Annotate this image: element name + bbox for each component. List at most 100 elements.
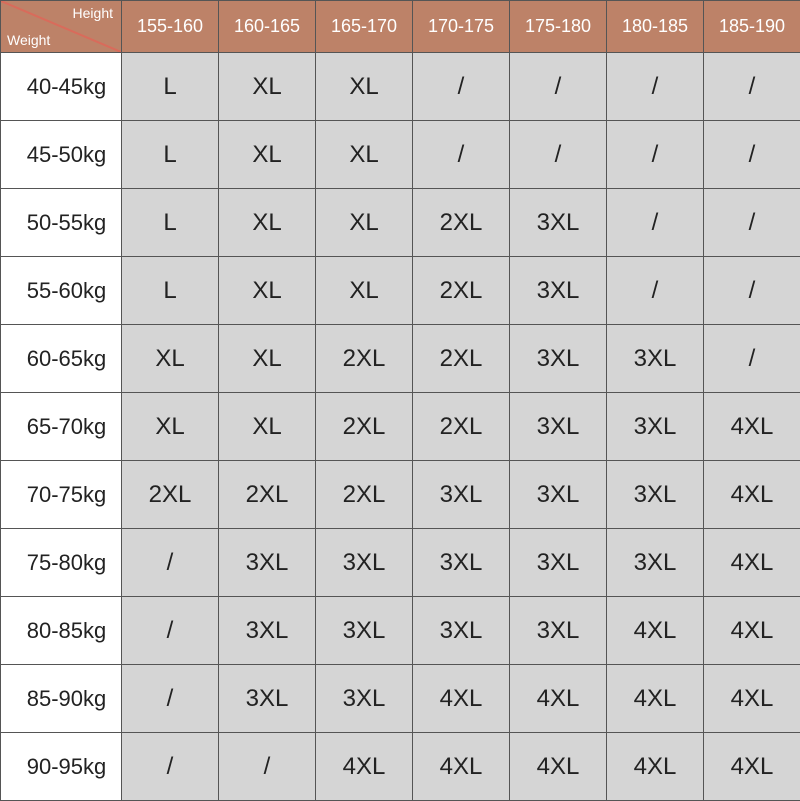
size-cell: XL [219,121,316,189]
row-header: 55-60kg [1,257,122,325]
size-cell: 3XL [219,665,316,733]
size-cell: 3XL [510,325,607,393]
table-row: 60-65kg XL XL 2XL 2XL 3XL 3XL / [1,325,800,393]
row-header: 70-75kg [1,461,122,529]
size-cell: 3XL [413,597,510,665]
row-header: 80-85kg [1,597,122,665]
size-cell: / [704,121,800,189]
size-cell: / [704,257,800,325]
size-cell: 3XL [316,665,413,733]
size-cell: / [704,189,800,257]
table-row: 90-95kg / / 4XL 4XL 4XL 4XL 4XL [1,733,800,801]
size-cell: L [122,257,219,325]
table-row: 80-85kg / 3XL 3XL 3XL 3XL 4XL 4XL [1,597,800,665]
size-cell: 4XL [510,665,607,733]
size-cell: XL [122,393,219,461]
size-cell: 2XL [316,393,413,461]
table-row: 85-90kg / 3XL 3XL 4XL 4XL 4XL 4XL [1,665,800,733]
size-cell: / [510,53,607,121]
size-cell: 2XL [122,461,219,529]
size-cell: 4XL [704,733,800,801]
table-row: 40-45kg L XL XL / / / / [1,53,800,121]
size-cell: XL [219,257,316,325]
size-cell: 4XL [704,665,800,733]
height-axis-label: Height [73,5,113,21]
size-cell: 3XL [510,189,607,257]
row-header: 75-80kg [1,529,122,597]
row-header: 85-90kg [1,665,122,733]
col-header: 155-160 [122,1,219,53]
table-row: 45-50kg L XL XL / / / / [1,121,800,189]
row-header: 40-45kg [1,53,122,121]
size-cell: 3XL [413,529,510,597]
size-cell: XL [316,121,413,189]
size-cell: XL [219,53,316,121]
size-cell: / [122,665,219,733]
col-header: 165-170 [316,1,413,53]
table-body: 40-45kg L XL XL / / / / 45-50kg L XL XL … [1,53,800,801]
size-cell: 2XL [316,325,413,393]
corner-header: Height Weight [1,1,122,53]
size-cell: / [122,733,219,801]
size-cell: 4XL [704,461,800,529]
size-cell: L [122,121,219,189]
size-cell: 3XL [510,529,607,597]
header-row: Height Weight 155-160 160-165 165-170 17… [1,1,800,53]
size-cell: / [510,121,607,189]
table-row: 55-60kg L XL XL 2XL 3XL / / [1,257,800,325]
size-cell: 4XL [413,733,510,801]
size-cell: 2XL [413,393,510,461]
col-header: 160-165 [219,1,316,53]
size-cell: / [607,121,704,189]
size-cell: / [704,53,800,121]
size-cell: 4XL [510,733,607,801]
size-cell: / [413,121,510,189]
col-header: 175-180 [510,1,607,53]
size-cell: 2XL [316,461,413,529]
size-cell: 3XL [510,461,607,529]
table-head: Height Weight 155-160 160-165 165-170 17… [1,1,800,53]
table-row: 65-70kg XL XL 2XL 2XL 3XL 3XL 4XL [1,393,800,461]
size-cell: / [413,53,510,121]
size-cell: 4XL [704,529,800,597]
size-cell: / [704,325,800,393]
size-cell: 3XL [219,529,316,597]
size-cell: 2XL [413,257,510,325]
col-header: 170-175 [413,1,510,53]
size-cell: XL [122,325,219,393]
size-cell: 4XL [607,597,704,665]
size-cell: / [607,53,704,121]
size-cell: 4XL [607,665,704,733]
size-cell: XL [219,325,316,393]
size-cell: / [607,189,704,257]
size-cell: 3XL [316,529,413,597]
size-cell: XL [316,257,413,325]
size-cell: 3XL [510,257,607,325]
size-chart-table: Height Weight 155-160 160-165 165-170 17… [0,0,800,801]
row-header: 45-50kg [1,121,122,189]
size-cell: 4XL [704,393,800,461]
size-cell: 4XL [607,733,704,801]
col-header: 180-185 [607,1,704,53]
size-cell: XL [316,189,413,257]
size-cell: 3XL [607,529,704,597]
size-cell: / [219,733,316,801]
size-cell: 2XL [413,189,510,257]
weight-axis-label: Weight [7,32,50,48]
row-header: 50-55kg [1,189,122,257]
size-cell: 3XL [607,393,704,461]
table-row: 50-55kg L XL XL 2XL 3XL / / [1,189,800,257]
size-cell: L [122,53,219,121]
size-cell: 3XL [316,597,413,665]
row-header: 65-70kg [1,393,122,461]
size-cell: / [122,529,219,597]
size-cell: 3XL [510,597,607,665]
size-cell: 3XL [607,461,704,529]
size-cell: XL [316,53,413,121]
row-header: 90-95kg [1,733,122,801]
size-cell: 3XL [607,325,704,393]
size-cell: 3XL [219,597,316,665]
row-header: 60-65kg [1,325,122,393]
size-cell: 3XL [413,461,510,529]
size-cell: 4XL [413,665,510,733]
